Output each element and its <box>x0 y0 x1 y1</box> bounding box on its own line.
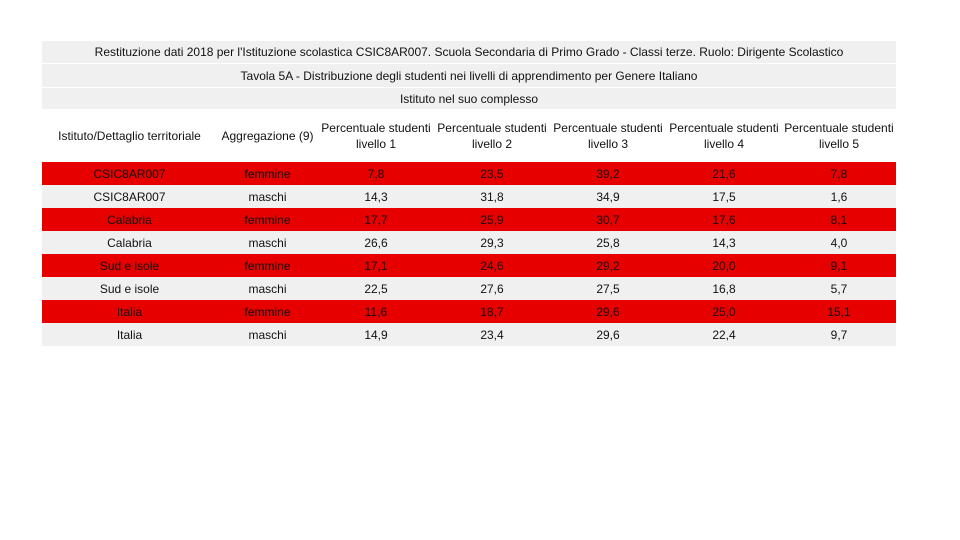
table-cell: 25,9 <box>434 208 550 231</box>
table-cell: 29,3 <box>434 231 550 254</box>
table-cell: 24,6 <box>434 254 550 277</box>
table-cell: 34,9 <box>550 185 666 208</box>
group-label: Istituto nel suo complesso <box>42 88 896 110</box>
table-cell: 27,6 <box>434 277 550 300</box>
table-cell: CSIC8AR007 <box>42 185 217 208</box>
column-header: Aggregazione (9) <box>221 129 314 143</box>
table-cell: 23,5 <box>434 162 550 185</box>
table-cell: 15,1 <box>782 300 896 323</box>
table-cell: 4,0 <box>782 231 896 254</box>
table-cell: 14,3 <box>666 231 782 254</box>
title: Restituzione dati 2018 per l'Istituzione… <box>42 41 896 64</box>
table-cell: 17,6 <box>666 208 782 231</box>
table-cell: 14,3 <box>318 185 434 208</box>
table-cell: 20,0 <box>666 254 782 277</box>
table-cell: 14,9 <box>318 323 434 346</box>
table-cell: 39,2 <box>550 162 666 185</box>
table-cell: femmine <box>217 162 318 185</box>
table-cell: 22,5 <box>318 277 434 300</box>
table-cell: 30,7 <box>550 208 666 231</box>
table-cell: Calabria <box>42 231 217 254</box>
table-cell: Sud e isole <box>42 277 217 300</box>
table-cell: 26,6 <box>318 231 434 254</box>
table-cell: maschi <box>217 277 318 300</box>
table-cell: 9,7 <box>782 323 896 346</box>
table-cell: femmine <box>217 208 318 231</box>
column-header: Percentuale studenti livello 5 <box>784 121 894 151</box>
table-cell: 27,5 <box>550 277 666 300</box>
table-cell: 1,6 <box>782 185 896 208</box>
table-cell: 17,1 <box>318 254 434 277</box>
table-cell: 11,6 <box>318 300 434 323</box>
table-cell: 7,8 <box>782 162 896 185</box>
table-cell: CSIC8AR007 <box>42 162 217 185</box>
subtitle: Tavola 5A - Distribuzione degli studenti… <box>42 64 896 88</box>
column-header: Percentuale studenti livello 2 <box>437 121 547 151</box>
table-cell: 29,6 <box>550 300 666 323</box>
table-cell: 23,4 <box>434 323 550 346</box>
table-cell: 8,1 <box>782 208 896 231</box>
table-cell: 18,7 <box>434 300 550 323</box>
column-header: Percentuale studenti livello 4 <box>669 121 779 151</box>
table-cell: maschi <box>217 231 318 254</box>
table-cell: 21,6 <box>666 162 782 185</box>
table-cell: 29,2 <box>550 254 666 277</box>
column-header: Percentuale studenti livello 3 <box>553 121 663 151</box>
table-cell: Calabria <box>42 208 217 231</box>
table-cell: 25,0 <box>666 300 782 323</box>
table-cell: Sud e isole <box>42 254 217 277</box>
table-cell: 31,8 <box>434 185 550 208</box>
table-cell: 22,4 <box>666 323 782 346</box>
table-cell: femmine <box>217 300 318 323</box>
table-cell: 17,5 <box>666 185 782 208</box>
table-cell: 29,6 <box>550 323 666 346</box>
table-cell: 25,8 <box>550 231 666 254</box>
table-cell: Italia <box>42 300 217 323</box>
table-cell: 17,7 <box>318 208 434 231</box>
column-header: Istituto/Dettaglio territoriale <box>58 129 201 143</box>
table-cell: 7,8 <box>318 162 434 185</box>
column-header: Percentuale studenti livello 1 <box>321 121 431 151</box>
table-cell: maschi <box>217 185 318 208</box>
table-cell: 16,8 <box>666 277 782 300</box>
table-cell: Italia <box>42 323 217 346</box>
table-cell: 5,7 <box>782 277 896 300</box>
table-cell: 9,1 <box>782 254 896 277</box>
table-cell: femmine <box>217 254 318 277</box>
table-cell: maschi <box>217 323 318 346</box>
